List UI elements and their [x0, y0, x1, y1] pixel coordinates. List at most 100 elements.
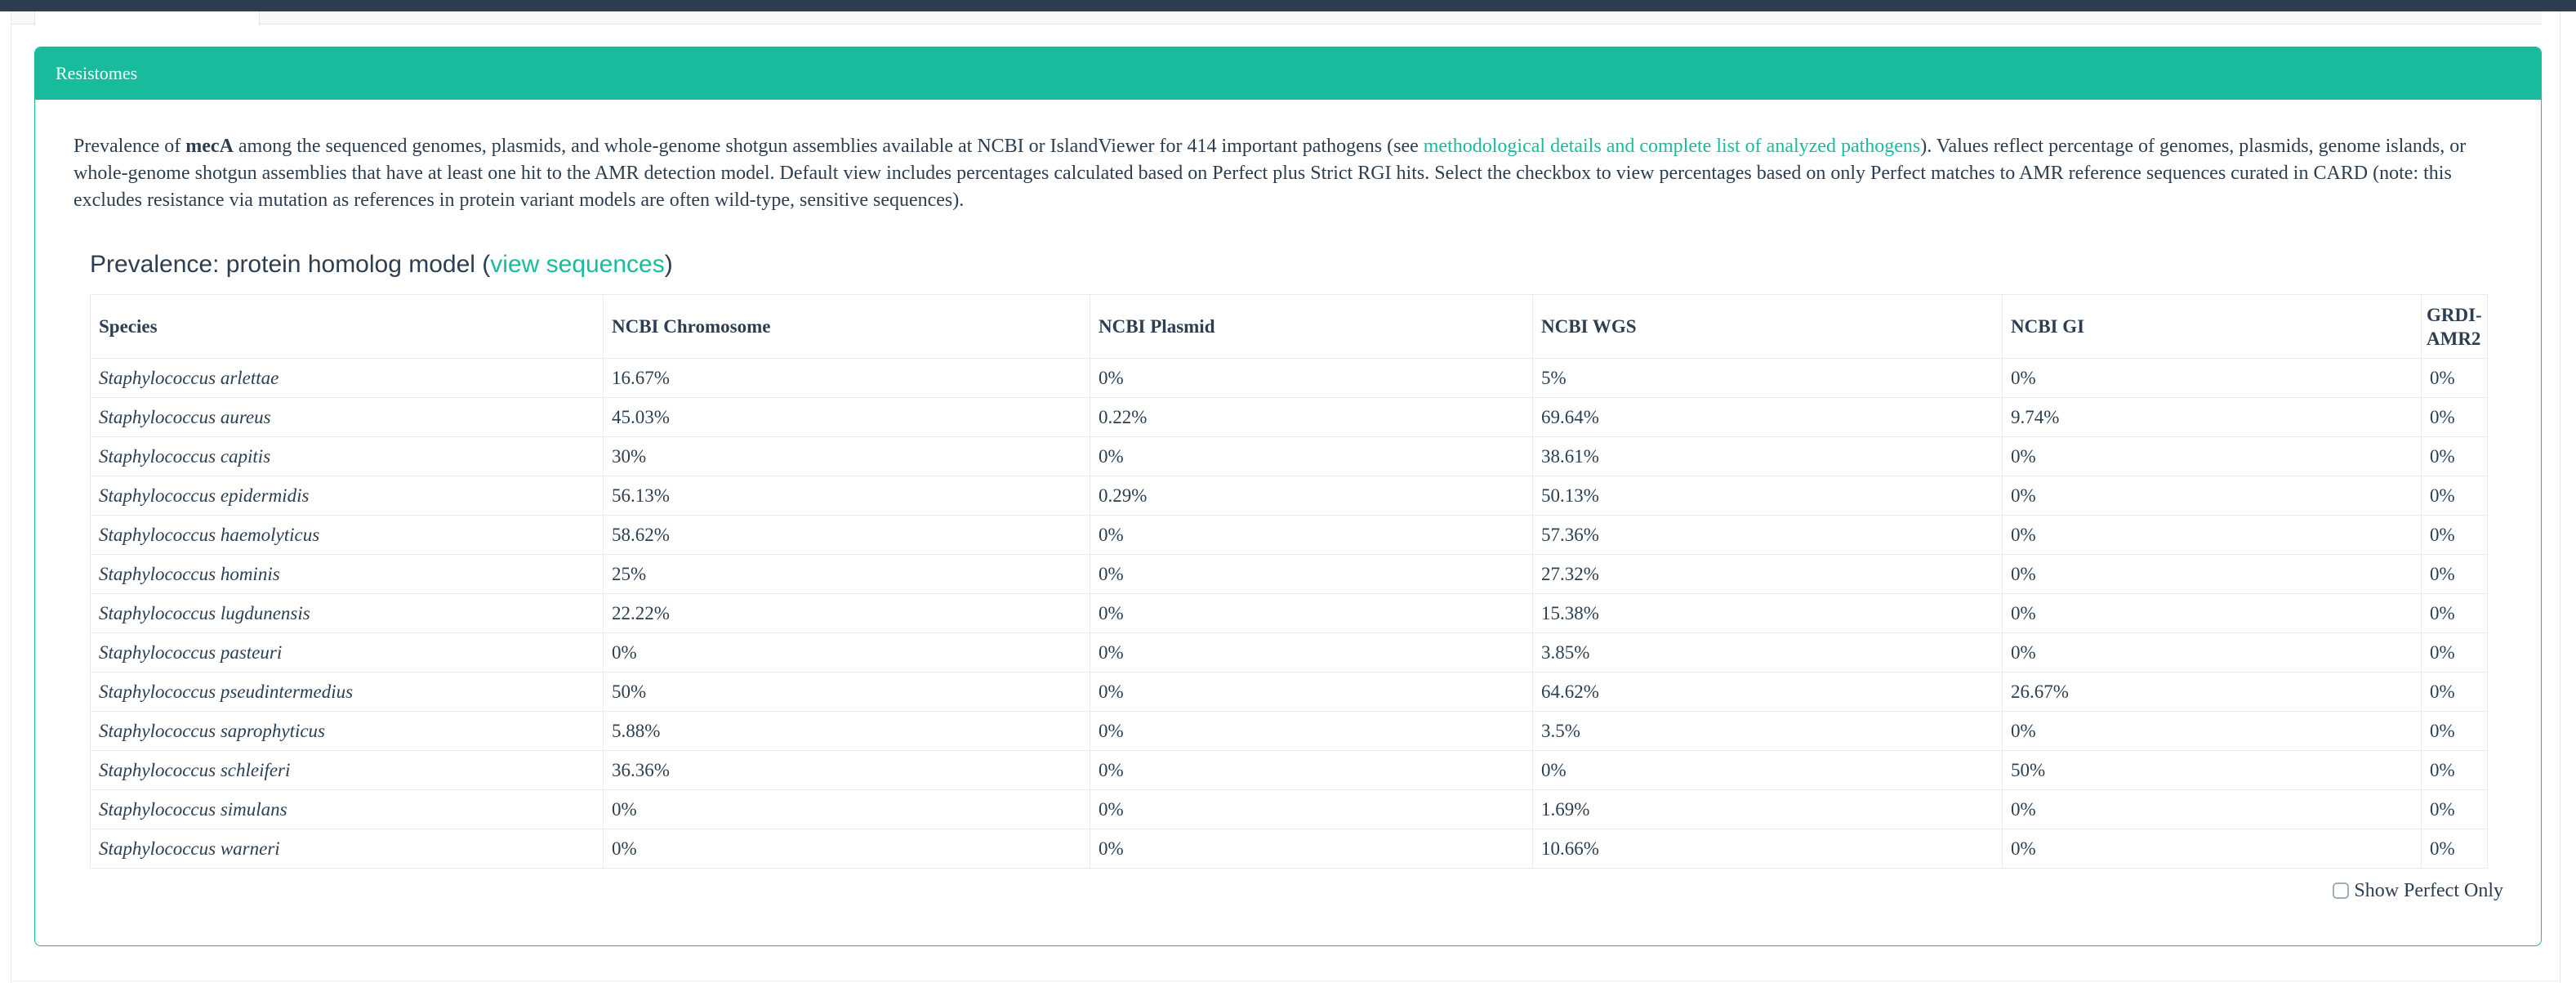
- value-cell: 50%: [2002, 750, 2422, 790]
- value-cell: 0%: [1090, 515, 1533, 555]
- value-cell: 3.85%: [1532, 632, 2003, 672]
- top-navbar: [0, 0, 2576, 11]
- table-row: Staphylococcus capitis 30% 0% 38.61% 0% …: [90, 436, 2488, 476]
- perfect-only-row: Show Perfect Only: [106, 876, 2503, 905]
- section-heading-prefix: Prevalence: protein homolog model (: [90, 251, 491, 278]
- table-row: Staphylococcus aureus 45.03% 0.22% 69.64…: [90, 397, 2488, 437]
- panel-header: Resistomes: [35, 47, 2541, 100]
- description-text: Prevalence of mecA among the sequenced g…: [74, 133, 2502, 214]
- value-cell: 0%: [2002, 632, 2422, 672]
- section-heading-suffix: ): [664, 251, 673, 278]
- column-header-ncbi-chromosome: NCBI Chromosome: [603, 294, 1090, 359]
- prevalence-table: Species NCBI Chromosome NCBI Plasmid NCBI W…: [90, 294, 2488, 869]
- table-row: Staphylococcus simulans 0% 0% 1.69% 0% 0…: [90, 789, 2488, 829]
- value-cell: 0%: [2421, 750, 2488, 790]
- value-cell: 0%: [2421, 476, 2488, 516]
- column-header-ncbi-wgs: NCBI WGS: [1532, 294, 2003, 359]
- table-header-row: Species NCBI Chromosome NCBI Plasmid NCBI W…: [90, 294, 2488, 359]
- value-cell: 0%: [2002, 711, 2422, 751]
- value-cell: 5.88%: [603, 711, 1090, 751]
- value-cell: 0%: [2002, 829, 2422, 869]
- species-cell: Staphylococcus epidermidis: [90, 476, 604, 516]
- value-cell: 0%: [1090, 554, 1533, 594]
- panel-body: Prevalence of mecA among the sequenced g…: [35, 100, 2541, 905]
- methodology-link[interactable]: methodological details and complete list…: [1423, 136, 1921, 157]
- value-cell: 0%: [1090, 436, 1533, 476]
- table-row: Staphylococcus saprophyticus 5.88% 0% 3.…: [90, 711, 2488, 751]
- value-cell: 15.38%: [1532, 593, 2003, 633]
- species-cell: Staphylococcus hominis: [90, 554, 604, 594]
- value-cell: 0%: [1090, 711, 1533, 751]
- species-cell: Staphylococcus schleiferi: [90, 750, 604, 790]
- species-cell: Staphylococcus warneri: [90, 829, 604, 869]
- value-cell: 0%: [1090, 358, 1533, 398]
- value-cell: 0%: [1090, 829, 1533, 869]
- value-cell: 0%: [1090, 750, 1533, 790]
- active-tab[interactable]: [34, 11, 260, 25]
- value-cell: 1.69%: [1532, 789, 2003, 829]
- value-cell: 0%: [2421, 397, 2488, 437]
- value-cell: 58.62%: [603, 515, 1090, 555]
- table-row: Staphylococcus epidermidis 56.13% 0.29% …: [90, 476, 2488, 516]
- value-cell: 0%: [2421, 554, 2488, 594]
- description-segment: mecA: [185, 136, 234, 157]
- value-cell: 57.36%: [1532, 515, 2003, 555]
- species-cell: Staphylococcus haemolyticus: [90, 515, 604, 555]
- value-cell: 50.13%: [1532, 476, 2003, 516]
- value-cell: 30%: [603, 436, 1090, 476]
- value-cell: 0%: [2421, 711, 2488, 751]
- species-cell: Staphylococcus pseudintermedius: [90, 672, 604, 712]
- value-cell: 0%: [2421, 515, 2488, 555]
- table-row: Staphylococcus schleiferi 36.36% 0% 0% 5…: [90, 750, 2488, 790]
- value-cell: 27.32%: [1532, 554, 2003, 594]
- value-cell: 56.13%: [603, 476, 1090, 516]
- value-cell: 0%: [603, 789, 1090, 829]
- value-cell: 26.67%: [2002, 672, 2422, 712]
- value-cell: 0%: [603, 632, 1090, 672]
- show-perfect-only-checkbox[interactable]: [2333, 882, 2350, 899]
- table-row: Staphylococcus warneri 0% 0% 10.66% 0% 0…: [90, 829, 2488, 869]
- value-cell: 64.62%: [1532, 672, 2003, 712]
- section-heading: Prevalence: protein homolog model (view …: [90, 250, 2487, 279]
- column-header-ncbi-plasmid: NCBI Plasmid: [1090, 294, 1533, 359]
- value-cell: 10.66%: [1532, 829, 2003, 869]
- value-cell: 22.22%: [603, 593, 1090, 633]
- value-cell: 0%: [1090, 593, 1533, 633]
- value-cell: 0%: [1090, 672, 1533, 712]
- value-cell: 0%: [2421, 789, 2488, 829]
- value-cell: 0%: [2002, 358, 2422, 398]
- value-cell: 0%: [2421, 436, 2488, 476]
- value-cell: 0%: [603, 829, 1090, 869]
- value-cell: 0%: [2002, 789, 2422, 829]
- table-row: Staphylococcus pasteuri 0% 0% 3.85% 0% 0…: [90, 632, 2488, 672]
- species-cell: Staphylococcus pasteuri: [90, 632, 604, 672]
- value-cell: 69.64%: [1532, 397, 2003, 437]
- table-body: Staphylococcus arlettae 16.67% 0% 5% 0% …: [90, 358, 2488, 869]
- table-row: Staphylococcus hominis 25% 0% 27.32% 0% …: [90, 554, 2488, 594]
- column-header-species: Species: [90, 294, 604, 359]
- value-cell: 0%: [2421, 358, 2488, 398]
- view-sequences-link[interactable]: view sequences: [490, 251, 665, 278]
- species-cell: Staphylococcus capitis: [90, 436, 604, 476]
- description-segment: among the sequenced genomes, plasmids, a…: [233, 136, 1424, 157]
- show-perfect-only-label: Show Perfect Only: [2354, 879, 2503, 901]
- value-cell: 38.61%: [1532, 436, 2003, 476]
- value-cell: 25%: [603, 554, 1090, 594]
- value-cell: 0%: [1090, 789, 1533, 829]
- value-cell: 0%: [2002, 476, 2422, 516]
- description-segment: Prevalence of: [74, 136, 186, 157]
- resistomes-panel: Resistomes Prevalence of mecA among the …: [34, 47, 2542, 946]
- table-row: Staphylococcus arlettae 16.67% 0% 5% 0% …: [90, 358, 2488, 398]
- value-cell: 0%: [1532, 750, 2003, 790]
- column-header-ncbi-gi: NCBI GI: [2002, 294, 2422, 359]
- value-cell: 0%: [2421, 632, 2488, 672]
- value-cell: 50%: [603, 672, 1090, 712]
- species-cell: Staphylococcus arlettae: [90, 358, 604, 398]
- value-cell: 16.67%: [603, 358, 1090, 398]
- value-cell: 0%: [2421, 672, 2488, 712]
- value-cell: 0%: [2421, 593, 2488, 633]
- species-cell: Staphylococcus simulans: [90, 789, 604, 829]
- species-cell: Staphylococcus lugdunensis: [90, 593, 604, 633]
- table-row: Staphylococcus pseudintermedius 50% 0% 6…: [90, 672, 2488, 712]
- description-segment: ). Values reflect percentage of genomes,…: [74, 136, 2467, 211]
